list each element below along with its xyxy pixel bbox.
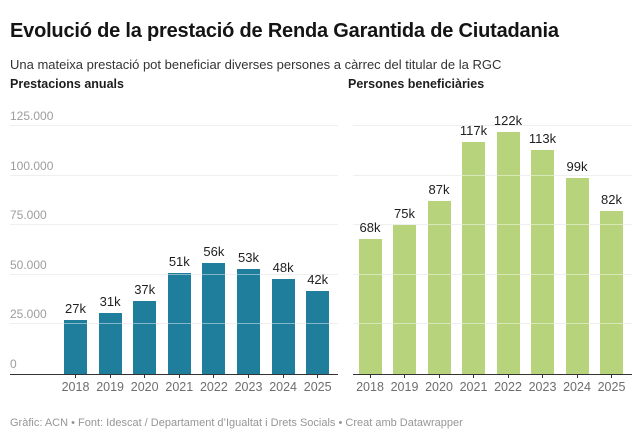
bar-2024 [565,177,589,374]
bar-value-label: 42k [307,271,329,287]
bar-value-label: 27k [65,301,86,317]
x-axis-tick [507,374,509,378]
x-axis-tick [317,374,319,378]
gridline [353,174,632,176]
x-axis-tick [75,374,76,378]
x-axis-label: 2020 [130,380,159,394]
bar-value-label: 56k [203,243,225,259]
bar-value-label: 48k [272,259,294,275]
gridline-overlay [10,174,338,176]
x-axis-tick [109,374,111,378]
bar-2020 [133,300,157,374]
bar-value-label: 117k [459,122,488,138]
x-axis-label: 2023 [528,380,557,394]
gridline [10,224,338,226]
x-axis-label: 2023 [234,380,263,394]
x-axis-label: 2018 [61,380,90,394]
bar-2022 [496,131,520,374]
y-axis-label: 100.000 [10,158,54,173]
x-axis-label: 2018 [356,380,384,394]
bar-2025 [600,211,623,374]
x-axis-tick [248,374,249,378]
bar-value-label: 68k [359,220,381,236]
right-panel-title: Persones beneficiàries [348,77,485,91]
bar-value-label: 53k [238,249,259,265]
x-axis-tick [369,374,371,378]
x-axis-tick [473,374,474,378]
x-axis-label: 2022 [199,380,228,394]
x-axis-label: 2025 [303,380,332,394]
left-chart-plot: 0 25.000 50.000 75.000 100.000 125.000 27k 2018… [10,100,338,393]
x-axis-tick [438,374,440,378]
bar-2019 [393,225,416,374]
gridline [353,323,632,325]
y-axis-label: 0 [10,357,17,371]
gridline-overlay [353,273,632,275]
x-axis-tick [144,374,146,378]
x-axis-tick [576,374,578,378]
x-axis-tick [404,374,405,378]
bar-2021 [167,272,191,374]
bar-value-label: 51k [168,253,190,269]
gridline-overlay [353,224,632,226]
gridline [10,174,338,176]
gridline-overlay [353,174,632,176]
right-chart-plot: 68k 2018 75k 2019 87k 2020 117k 2021 122k 2022 113… [353,100,632,393]
bar-2020 [427,201,451,374]
x-axis-tick [213,374,215,378]
x-axis-label: 2024 [563,380,591,394]
chart-title: Evolució de la prestació de Renda Garant… [10,20,559,43]
bar-value-label: 37k [134,281,156,297]
x-axis-label: 2025 [597,380,626,394]
x-axis-tick [611,374,612,378]
y-axis-label: 75.000 [10,208,47,223]
gridline-overlay [10,273,338,275]
gridline-overlay [10,323,338,325]
bar-value-label: 87k [428,182,450,198]
gridline-overlay [353,323,632,325]
bar-value-label: 31k [99,293,121,309]
bar-2022 [202,262,226,374]
bar-value-label: 113k [528,130,557,146]
x-axis-label: 2021 [459,380,488,394]
bar-2019 [98,312,122,374]
chart-footer: Gràfic: ACN • Font: Idescat / Departamen… [10,417,463,429]
bar-2023 [531,149,554,374]
bar-2021 [462,141,485,374]
bar-2024 [271,278,295,374]
x-axis-tick [542,374,543,378]
bar-2018 [64,320,87,374]
gridline [353,273,632,275]
y-axis-label: 50.000 [10,257,47,272]
x-axis-tick [282,374,284,378]
x-axis-tick [178,374,180,378]
y-axis-label: 125.000 [10,109,54,123]
gridline-overlay [353,125,632,126]
bar-2018 [358,239,382,374]
left-panel-title: Prestacions anuals [10,77,124,91]
x-axis-label: 2024 [269,380,297,394]
bar-value-label: 99k [566,158,588,174]
bar-value-label: 75k [394,206,415,222]
bar-2023 [237,268,260,374]
bar-value-label: 122k [493,112,523,128]
chart-subtitle: Una mateixa prestació pot beneficiar div… [10,57,502,72]
gridline [10,125,338,126]
gridline [353,224,632,226]
x-axis-label: 2019 [390,380,419,394]
bar-2025 [306,290,330,374]
x-axis-label: 2019 [96,380,124,394]
gridline-overlay [10,125,338,126]
bar-value-label: 82k [601,192,622,208]
gridline-overlay [10,224,338,226]
y-axis-label: 25.000 [10,307,47,322]
x-axis-label: 2020 [425,380,453,394]
x-axis-label: 2022 [494,380,522,394]
gridline [353,125,632,126]
x-axis-label: 2021 [165,380,194,394]
